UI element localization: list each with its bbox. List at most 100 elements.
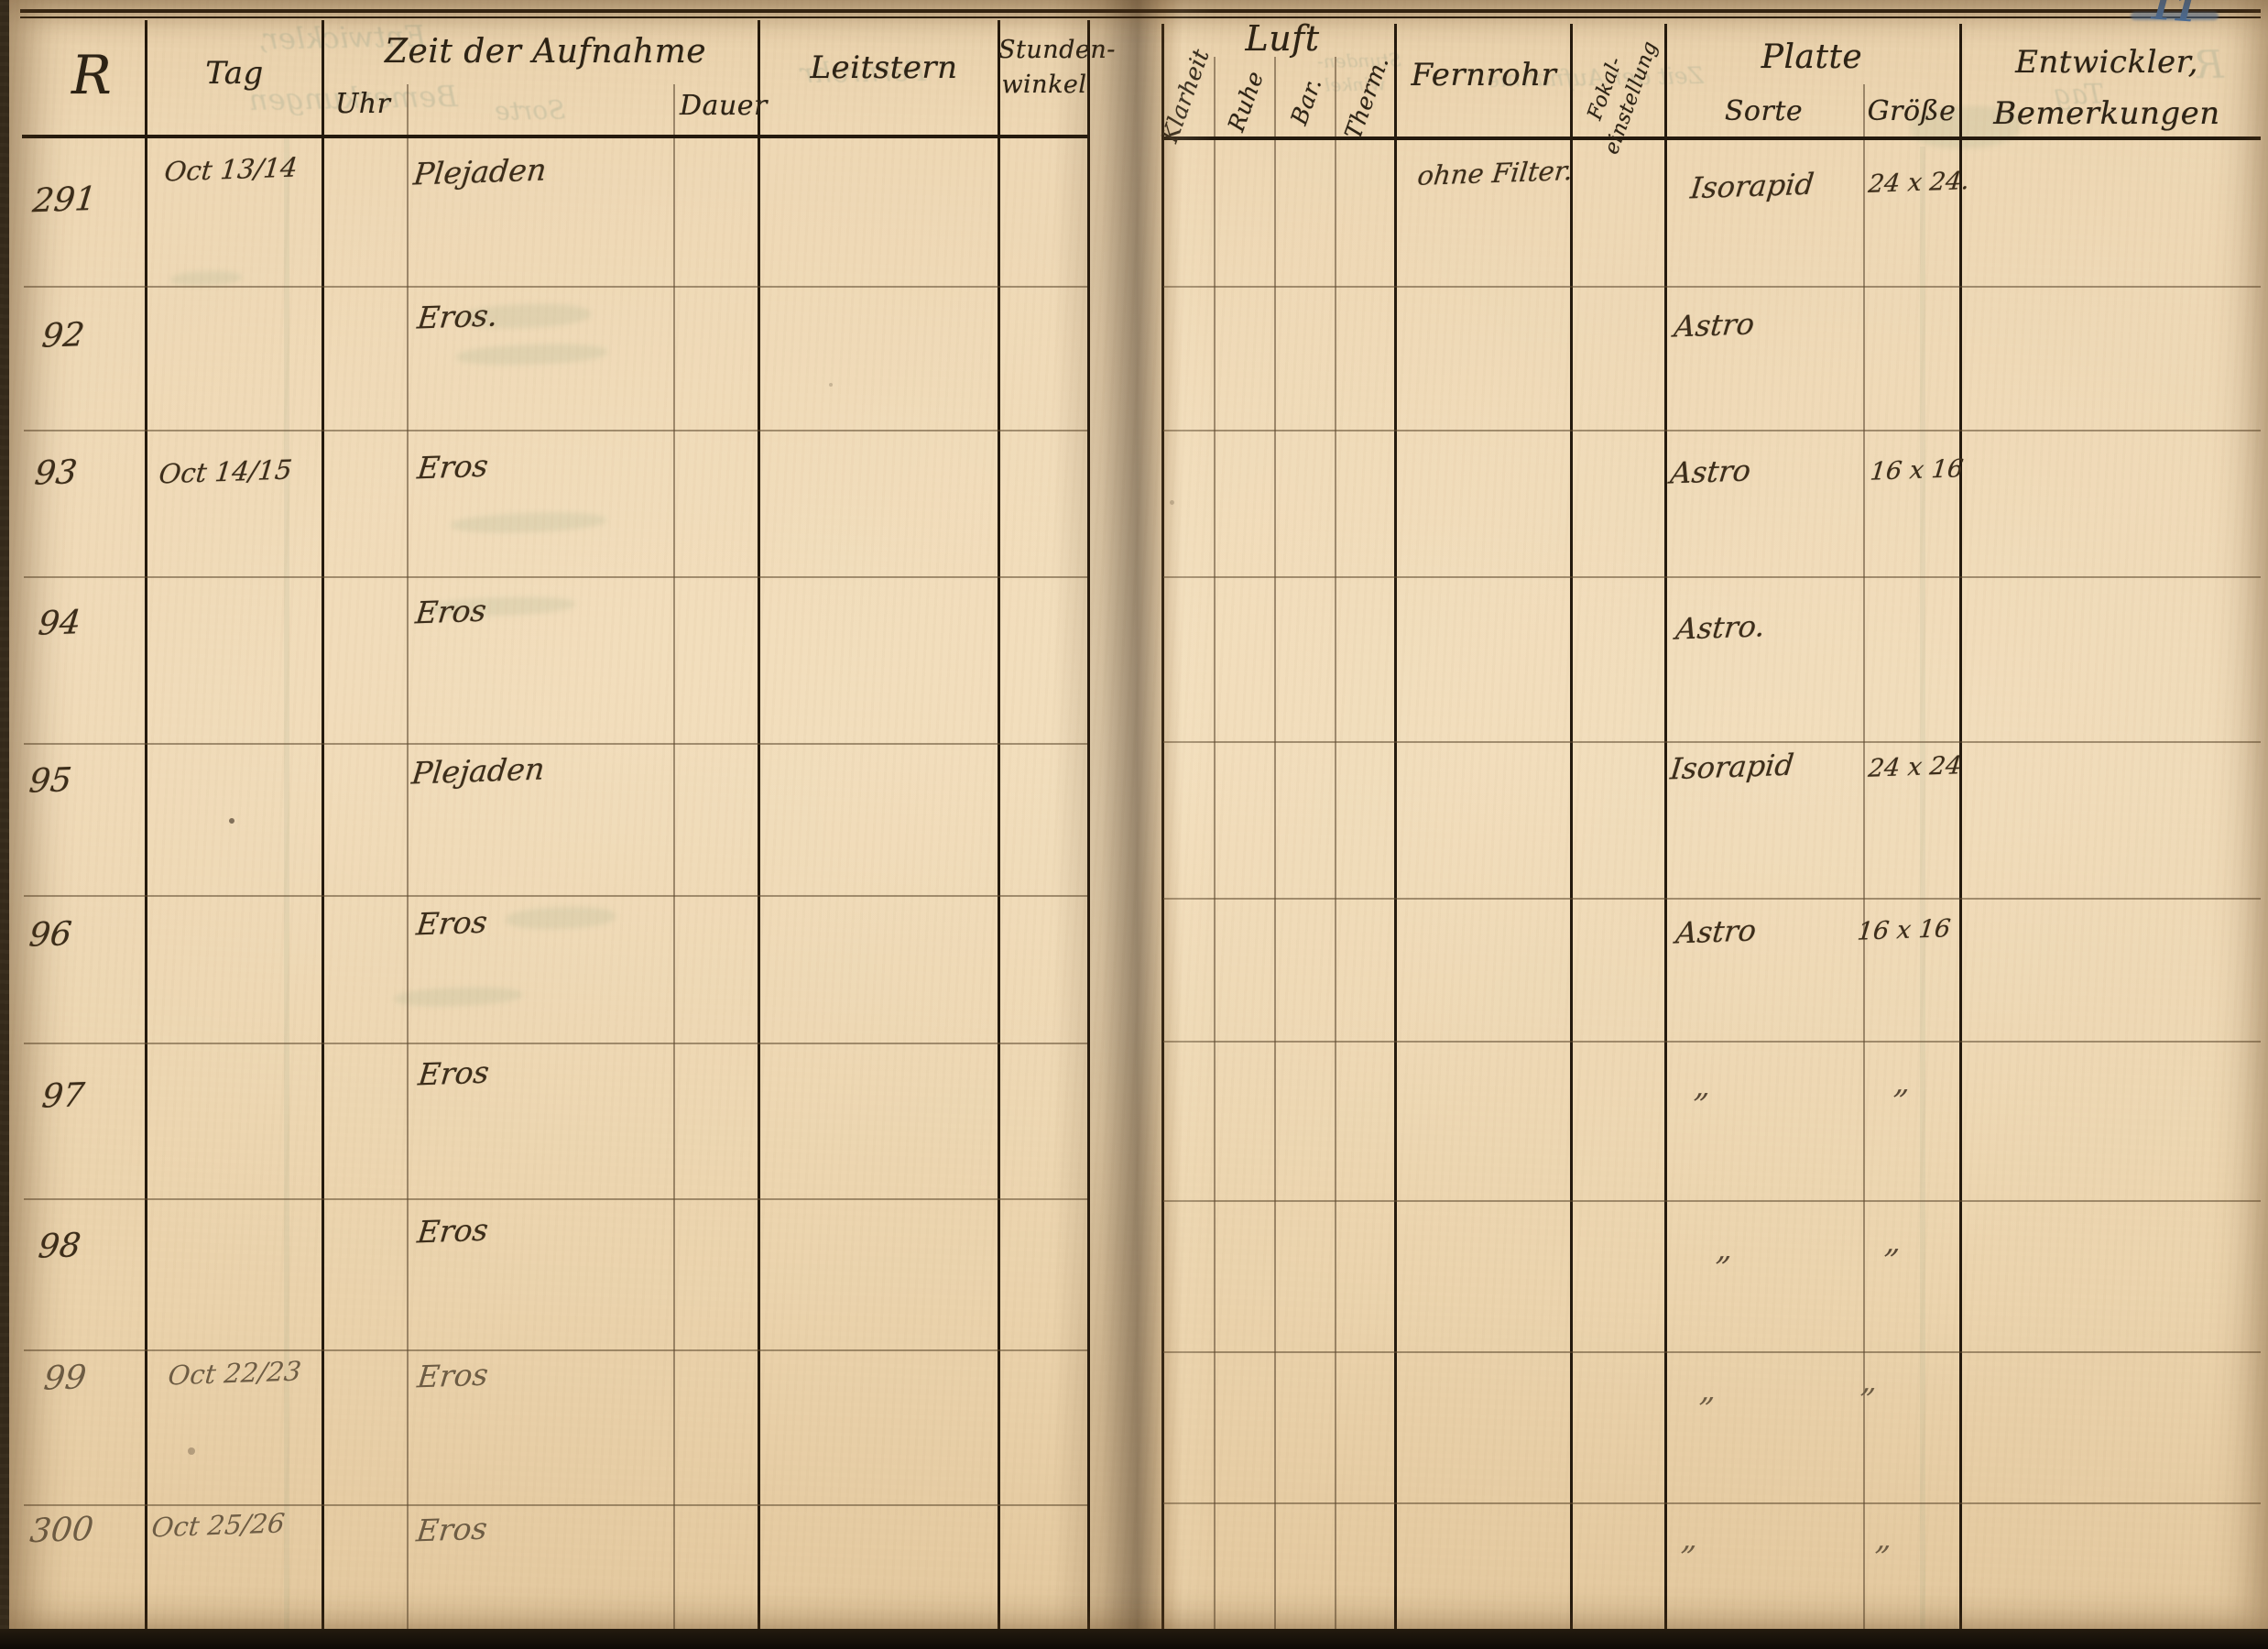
ink-speck	[229, 818, 234, 824]
column-rule-thin	[1335, 57, 1336, 1629]
header-sorte: Sorte	[1724, 95, 1804, 127]
tag-entry: Oct 25/26	[149, 1507, 287, 1544]
row-rule	[24, 286, 1087, 288]
column-rule	[758, 20, 760, 1629]
tag-entry: Oct 22/23	[166, 1355, 303, 1392]
groesse-entry: 16 x 16	[1869, 454, 1965, 486]
row-number: 93	[32, 453, 80, 493]
row-rule	[1163, 1351, 2261, 1353]
row-number: 300	[27, 1510, 96, 1551]
row-rule	[1163, 430, 2261, 431]
row-rule	[1163, 898, 2261, 900]
sorte-entry: Astro	[1668, 453, 1753, 491]
sorte-entry: Astro	[1672, 306, 1757, 344]
groesse-entry: 16 x 16	[1856, 914, 1952, 946]
column-rule	[322, 20, 324, 1629]
row-rule	[1163, 1041, 2261, 1043]
row-number: 95	[27, 761, 74, 801]
tag-entry: Oct 13/14	[162, 151, 300, 188]
object-entry: Eros	[415, 447, 490, 486]
blue-ink-smear	[2131, 12, 2219, 20]
sorte-entry: Isorapid	[1668, 747, 1796, 787]
fernrohr-entry: ohne Filter.	[1415, 155, 1575, 191]
row-rule	[1163, 1200, 2261, 1202]
top-rule	[20, 9, 2261, 13]
sorte-entry: Astro	[1674, 912, 1759, 951]
column-rule-thin	[407, 84, 409, 1629]
header-luft: Luft	[1245, 18, 1320, 59]
row-number: 291	[30, 180, 99, 221]
column-rule-thin	[1214, 57, 1216, 1629]
ghost-text: Sorte	[494, 94, 566, 126]
header-zeit-der-aufnahme: Zeit der Aufnahme	[385, 33, 707, 71]
ghost-column-line	[284, 137, 289, 1629]
row-number: 92	[39, 316, 87, 355]
row-rule	[24, 576, 1087, 578]
column-rule	[1570, 24, 1573, 1629]
header-r: R	[71, 44, 113, 106]
header-rule	[22, 135, 1090, 138]
header-leitstern: Leitstern	[810, 49, 958, 86]
ghost-column-line	[1920, 147, 1925, 1629]
object-entry: Eros	[414, 1510, 489, 1549]
column-rule-thin	[673, 84, 675, 1629]
row-rule	[24, 895, 1087, 897]
object-entry: Eros.	[415, 297, 500, 336]
header-uhr: Uhr	[335, 88, 391, 120]
row-rule	[24, 743, 1087, 745]
object-entry: Eros	[413, 592, 488, 631]
ink-speck	[829, 383, 833, 387]
column-rule	[145, 20, 147, 1629]
column-rule-thin	[1863, 84, 1865, 1629]
header-groesse: Größe	[1867, 95, 1957, 127]
object-entry: Eros	[415, 1356, 490, 1395]
column-rule	[1664, 24, 1667, 1629]
row-rule	[1163, 286, 2261, 288]
row-rule	[24, 430, 1087, 431]
header-fernrohr: Fernrohr	[1411, 57, 1557, 93]
object-entry: Eros	[415, 1211, 490, 1250]
paper-background	[9, 0, 2268, 1629]
header-stundenwinkel: Stunden- winkel	[998, 33, 1116, 103]
column-rule-thin	[1274, 57, 1276, 1629]
tag-entry: Oct 14/15	[157, 453, 294, 490]
ink-speck	[188, 1447, 195, 1455]
header-entwickler-bemerkungen: Entwickler, Bemerkungen	[1979, 37, 2235, 139]
sorte-entry: Astro.	[1674, 608, 1767, 647]
column-rule	[1394, 24, 1397, 1629]
top-rule-inner	[20, 16, 2261, 18]
header-stundenwinkel-line2: winkel	[1001, 70, 1087, 99]
row-rule	[24, 1504, 1087, 1506]
object-entry: Eros	[416, 1054, 491, 1093]
header-rule	[1161, 137, 2261, 140]
row-number: 96	[27, 915, 74, 955]
object-entry: Plejaden	[409, 750, 547, 792]
header-tag: Tag	[205, 55, 264, 92]
page-number: 11	[2147, 0, 2199, 30]
book-bottom-edge	[0, 1629, 2268, 1649]
header-entwickler-line1: Entwickler,	[2015, 44, 2198, 81]
column-rule	[1161, 24, 1164, 1629]
object-entry: Eros	[414, 903, 489, 943]
sorte-entry: Isorapid	[1688, 166, 1816, 206]
header-stundenwinkel-line1: Stunden-	[998, 36, 1116, 64]
column-rule	[998, 20, 1000, 1629]
column-rule	[1959, 24, 1962, 1629]
row-rule	[24, 1043, 1087, 1044]
row-number: 97	[39, 1076, 87, 1116]
header-entwickler-line2: Bemerkungen	[1993, 95, 2220, 133]
row-number: 99	[41, 1359, 89, 1398]
row-rule	[24, 1198, 1087, 1200]
row-number: 98	[36, 1227, 83, 1266]
ink-speck	[1170, 500, 1174, 505]
row-rule	[24, 1349, 1087, 1351]
column-rule	[1087, 20, 1090, 1629]
row-rule	[1163, 741, 2261, 743]
row-number: 94	[36, 604, 83, 643]
header-platte: Platte	[1761, 38, 1863, 76]
row-rule	[1163, 1502, 2261, 1504]
groesse-entry: 24 x 24	[1867, 751, 1963, 783]
object-entry: Plejaden	[411, 151, 549, 192]
header-dauer: Dauer	[680, 90, 768, 122]
